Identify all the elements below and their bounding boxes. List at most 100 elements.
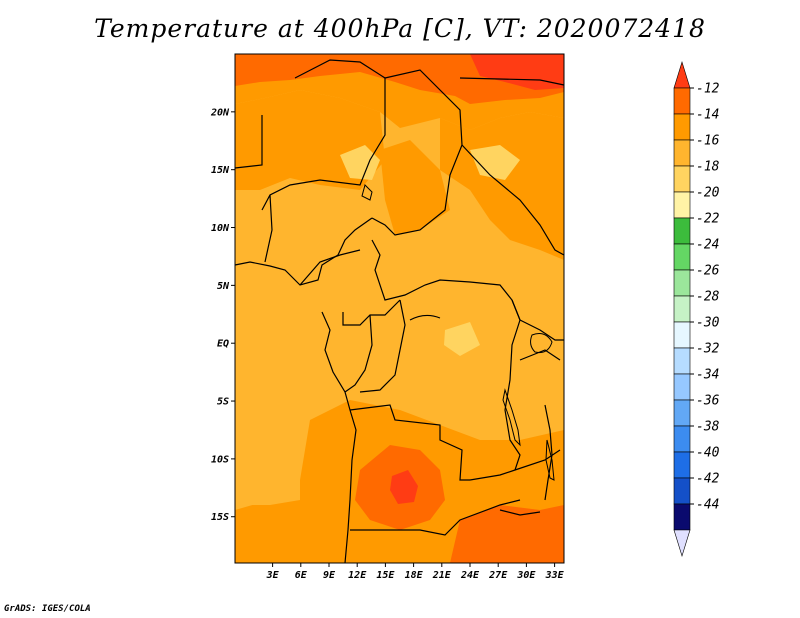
- lat-tick-label: 10S: [211, 454, 229, 465]
- colorbar-swatch: [673, 295, 691, 323]
- credit-label: GrADS: IGES/COLA: [4, 604, 91, 614]
- lon-tick-label: 27E: [488, 570, 508, 581]
- lat-tick-label: 15S: [211, 512, 229, 523]
- lat-tick-label: 20N: [210, 107, 230, 118]
- boundaries: [234, 59, 565, 564]
- field-patch-south-east: [450, 505, 564, 563]
- colorbar-swatch: [673, 321, 691, 349]
- border-zambia: [469, 449, 561, 481]
- colorbar-swatch: [673, 87, 691, 115]
- longitude-axis: 3E 6E 9E 12E 15E 18E 21E 24E 27E 30E 33E: [266, 563, 565, 581]
- border-angola-south: [350, 499, 521, 536]
- border-malawi: [544, 404, 553, 501]
- lat-tick-label: 10N: [211, 223, 230, 234]
- border-mali-mauritania: [234, 115, 263, 169]
- colorbar-swatch: [673, 191, 691, 219]
- border-angola-north: [349, 404, 470, 481]
- colorbar-label: -18: [696, 160, 720, 175]
- colorbar-swatch: [673, 269, 691, 297]
- field-patch-cool-3: [444, 322, 480, 356]
- colorbar-arrow-top: [673, 60, 691, 89]
- colorbar-label: -34: [696, 368, 719, 383]
- field-warmest-northeast: [470, 54, 564, 90]
- colorbar-label: -32: [696, 342, 720, 357]
- field-patch-sahel-east: [440, 112, 564, 260]
- lat-tick-label: 5N: [217, 281, 230, 292]
- border-nigeria: [299, 249, 361, 286]
- map-title: Temperature at 400hPa [C], VT: 202007241…: [94, 14, 706, 43]
- colorbar: -12 -14 -16 -18 -20 -22 -24 -26 -28 -30 -32 -34 -36 -…: [673, 60, 720, 558]
- colorbar-label: -14: [696, 108, 719, 123]
- border-congo: [344, 314, 373, 393]
- lon-tick-label: 33E: [545, 570, 565, 581]
- border-gabon-cameroon: [342, 299, 401, 326]
- border-drc-west: [359, 299, 406, 393]
- colorbar-swatch: [673, 451, 691, 479]
- border-benin-togo: [264, 194, 273, 263]
- colorbar-swatch: [673, 373, 691, 401]
- colorbar-swatch: [673, 399, 691, 427]
- lon-tick-label: 21E: [432, 570, 452, 581]
- colorbar-arrow-bottom: [673, 529, 691, 558]
- lat-tick-label: 15N: [211, 165, 230, 176]
- lake-malawi: [545, 439, 555, 481]
- border-drc-east: [504, 299, 521, 471]
- lon-tick-label: 30E: [516, 570, 536, 581]
- colorbar-label: -28: [696, 290, 720, 305]
- field-patch-angola-warmest: [390, 470, 418, 504]
- lake-tanganyika: [502, 388, 521, 447]
- border-car: [371, 239, 521, 321]
- colorbar-label: -38: [696, 420, 720, 435]
- border-libya-egypt: [459, 77, 565, 86]
- border-drc-river: [409, 314, 441, 321]
- coastline-gulf-of-guinea: [234, 217, 373, 286]
- colorbar-label: -42: [696, 472, 720, 487]
- lon-tick-label: 12E: [348, 570, 367, 581]
- lon-tick-label: 6E: [295, 570, 308, 581]
- lakes: [361, 184, 555, 481]
- colorbar-swatch: [673, 347, 691, 375]
- lon-tick-label: 18E: [405, 570, 424, 581]
- border-sudan: [461, 144, 565, 256]
- lon-tick-label: 15E: [376, 570, 395, 581]
- colorbar-label: -24: [696, 238, 719, 253]
- field-patch-cool-2: [470, 145, 520, 180]
- colorbar-label: -22: [696, 212, 720, 227]
- colorbar-label: -30: [696, 316, 720, 331]
- colorbar-swatch: [673, 243, 691, 271]
- colorbar-swatch: [673, 425, 691, 453]
- colorbar-label: -36: [696, 394, 720, 409]
- colorbar-swatch: [673, 477, 691, 505]
- lat-tick-label: EQ: [217, 339, 229, 350]
- lake-victoria: [530, 333, 553, 353]
- field-patch-cool-1: [340, 145, 380, 180]
- colorbar-swatch: [673, 165, 691, 193]
- colorbar-swatch: [673, 113, 691, 141]
- colorbar-label: -20: [696, 186, 720, 201]
- temperature-map: [235, 54, 564, 563]
- border-rwanda-tanzania: [519, 349, 561, 361]
- border-chad: [371, 69, 463, 236]
- colorbar-swatch: [673, 503, 691, 531]
- map-frame: [234, 53, 565, 564]
- lat-tick-label: 5S: [217, 397, 229, 408]
- border-niger: [261, 59, 386, 211]
- colorbar-swatch: [673, 139, 691, 167]
- field-patch-chad: [380, 140, 450, 235]
- colorbar-label: -26: [696, 264, 720, 279]
- lon-tick-label: 9E: [323, 570, 336, 581]
- colorbar-label: -12: [696, 82, 720, 97]
- colorbar-label: -16: [696, 134, 720, 149]
- colorbar-label: -40: [696, 446, 720, 461]
- colorbar-swatch: [673, 217, 691, 245]
- border-uganda-kenya: [519, 319, 564, 341]
- latitude-axis: 20N 15N 10N 5N EQ 5S 10S 15S: [210, 107, 235, 523]
- border-zimbabwe: [499, 509, 541, 516]
- lake-chad: [361, 184, 373, 201]
- colorbar-label: -44: [696, 498, 719, 513]
- lon-tick-label: 24E: [460, 570, 480, 581]
- field-patch-ocean-south: [235, 440, 300, 505]
- lon-tick-label: 3E: [266, 570, 280, 581]
